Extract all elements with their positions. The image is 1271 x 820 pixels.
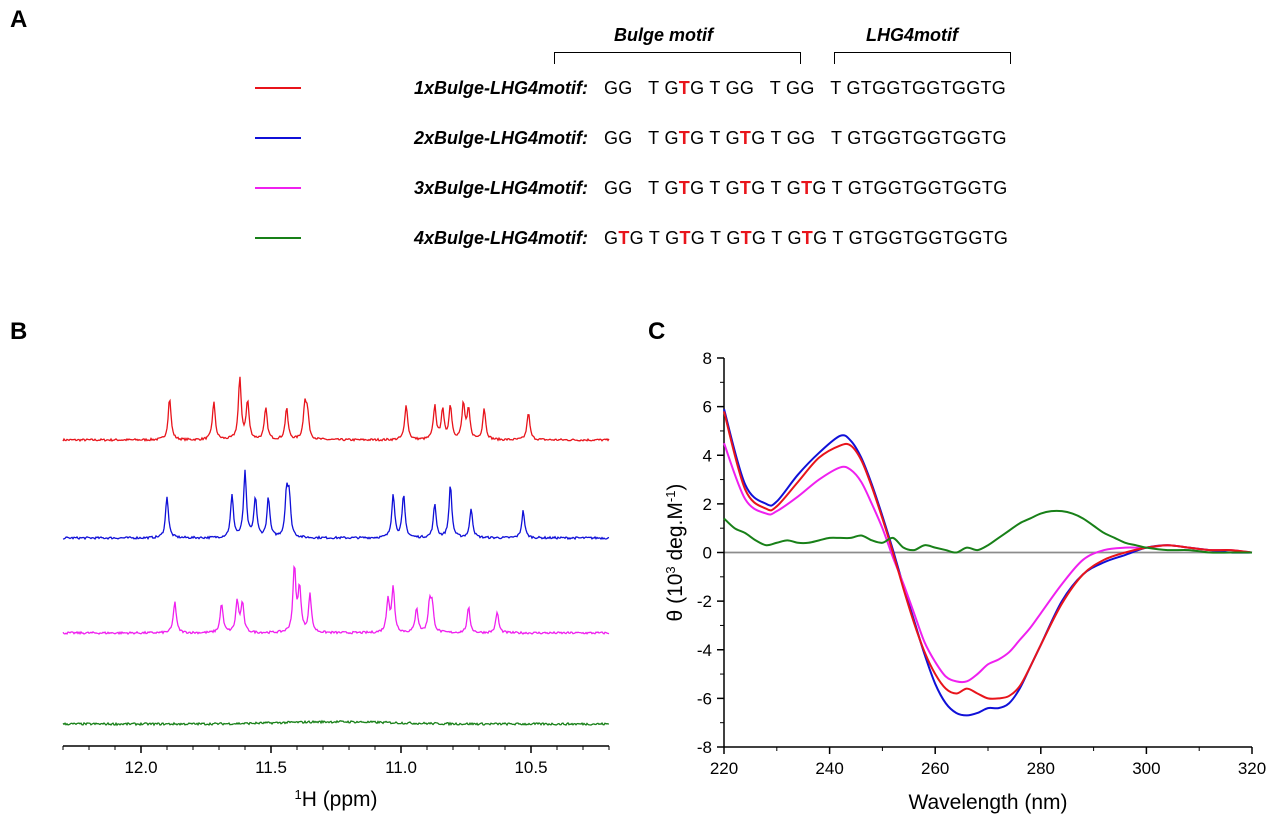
- y-tick-label: -6: [697, 689, 712, 708]
- y-tick-label: -4: [697, 641, 712, 660]
- cd-series-line: [723, 442, 1253, 684]
- sequence-row: 2xBulge-LHG4motif: GG T GTG T GTG T GG T …: [255, 123, 1007, 153]
- sequence-name: 4xBulge-LHG4motif:: [413, 227, 588, 248]
- bracket-lhg4: [834, 52, 1011, 64]
- x-tick-label: 280: [1027, 759, 1055, 778]
- bracket-label-bulge: Bulge motif: [614, 25, 713, 45]
- cd-series-line: [723, 509, 1252, 554]
- nmr-spectrum-line: [62, 469, 610, 541]
- cd-series-line: [723, 411, 1253, 700]
- sequence-name: 2xBulge-LHG4motif:: [413, 127, 588, 148]
- y-axis-title: θ (103 deg.M-1): [663, 484, 688, 622]
- cd-chart: 8 6 4 2 0 -2 -4 -6 -8 220 240 260 280 300 320 Wavelengt…: [663, 349, 1267, 814]
- x-tick-label: 11.0: [385, 758, 417, 777]
- x-tick-label: 220: [710, 759, 738, 778]
- x-tick-label: 12.0: [124, 758, 157, 777]
- y-tick-label: -8: [697, 738, 712, 757]
- sequence-text: GTG T GTG T GTG T GTG T GTGGTGGTGGTG: [604, 227, 1009, 248]
- x-tick-label: 320: [1238, 759, 1266, 778]
- sequence-row: 1xBulge-LHG4motif: GG T GTG T GG T GG T G…: [255, 73, 1006, 103]
- sequence-text: GG T GTG T GTG T GG T GTGGTGGTGGTG: [604, 127, 1007, 148]
- bracket-bulge: [554, 52, 801, 64]
- x-tick-label: 240: [815, 759, 843, 778]
- y-tick-label: 4: [703, 446, 712, 465]
- x-tick-label: 10.5: [514, 758, 547, 777]
- sequence-row: 3xBulge-LHG4motif: GG T GTG T GTG T GTG T…: [255, 173, 1008, 203]
- y-tick-label: 8: [703, 349, 712, 368]
- panel-label-c: C: [648, 318, 666, 345]
- sequence-text: GG T GTG T GTG T GTG T GTGGTGGTGGTG: [604, 177, 1008, 198]
- panel-label-a: A: [10, 6, 28, 33]
- x-tick-label: 260: [921, 759, 949, 778]
- y-tick-label: 6: [703, 398, 712, 417]
- panel-label-b: B: [10, 318, 28, 345]
- panel-a: A Bulge motif LHG4motif 1xBulge-LHG4moti…: [0, 0, 1271, 270]
- legend-line: [255, 237, 301, 239]
- bracket-label-lhg4: LHG4motif: [866, 25, 958, 45]
- x-tick-label: 11.5: [255, 758, 287, 777]
- sequence-name: 1xBulge-LHG4motif:: [413, 77, 588, 98]
- x-axis-title: 1H (ppm): [294, 787, 377, 812]
- x-axis-title: Wavelength (nm): [908, 791, 1067, 814]
- legend-line: [255, 137, 301, 139]
- sequence-text: GG T GTG T GG T GG T GTGGTGGTGGTG: [604, 77, 1007, 98]
- y-tick-label: -2: [697, 592, 712, 611]
- legend-line: [255, 187, 301, 189]
- nmr-spectrum-line: [62, 564, 610, 635]
- nmr-spectrum-line: [62, 376, 610, 443]
- legend-line: [255, 87, 301, 89]
- sequence-row: 4xBulge-LHG4motif: GTG T GTG T GTG T GTG …: [255, 223, 1008, 253]
- y-tick-label: 0: [703, 544, 712, 563]
- nmr-spectrum-line: [62, 719, 610, 727]
- nmr-chart: 12.0 11.5 11.0 10.5 1H (ppm): [62, 376, 610, 812]
- y-tick-label: 2: [703, 495, 712, 514]
- cd-series-line: [723, 408, 1253, 717]
- sequence-name: 3xBulge-LHG4motif:: [413, 177, 588, 198]
- x-tick-label: 300: [1132, 759, 1160, 778]
